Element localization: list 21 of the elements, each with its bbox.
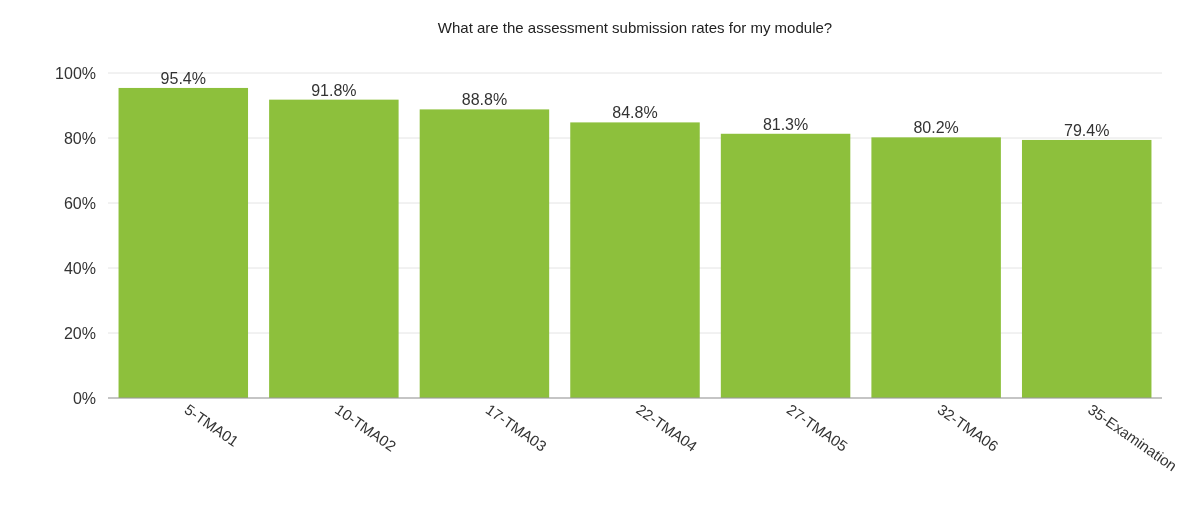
data-label: 95.4%: [160, 69, 206, 87]
bar: [570, 122, 700, 398]
data-label: 80.2%: [913, 119, 959, 137]
y-tick-label: 0%: [72, 389, 96, 407]
bar: [1021, 139, 1152, 398]
data-label: 81.3%: [762, 115, 809, 133]
y-tick-label: 80%: [63, 129, 96, 147]
y-tick-label: 100%: [55, 64, 96, 82]
bar: [269, 99, 399, 398]
data-label: 84.8%: [612, 104, 658, 122]
data-label: 91.8%: [311, 81, 357, 99]
bar: [118, 87, 249, 398]
y-tick-label: 20%: [63, 324, 96, 342]
y-tick-label: 40%: [63, 259, 96, 277]
data-label: 88.8%: [461, 91, 508, 109]
bar: [871, 137, 1001, 398]
chart-title: What are the assessment submission rates for my module?: [437, 19, 833, 36]
data-label: 79.4%: [1064, 121, 1110, 139]
y-tick-label: 60%: [63, 194, 96, 212]
bar: [419, 109, 550, 398]
bar: [720, 133, 851, 398]
